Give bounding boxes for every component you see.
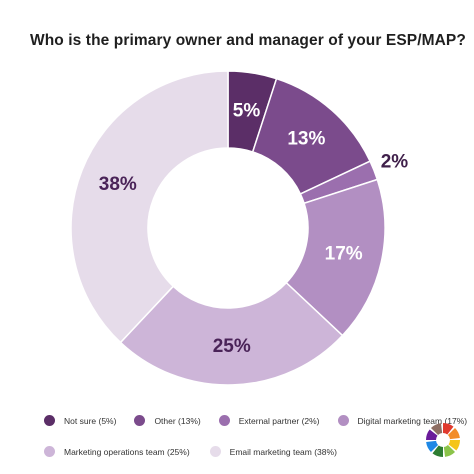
logo-segment: [426, 440, 439, 453]
logo-segment: [443, 444, 456, 457]
legend-row-1: Not sure (5%) Other (13%) External partn…: [44, 415, 467, 426]
legend-item-digital-marketing-team: Digital marketing team (17%): [337, 415, 468, 426]
slice-label-digital-marketing-team: 17%: [325, 243, 363, 264]
slice-label-external-partner: 2%: [381, 152, 409, 173]
logo-segment: [430, 423, 443, 436]
slice-label-not-sure: 5%: [233, 100, 261, 121]
legend-swatch: [218, 415, 230, 426]
legend-item-marketing-operations-team: Marketing operations team (25%): [44, 446, 190, 457]
legend-swatch: [337, 415, 349, 426]
legend-label: Not sure (5%): [64, 415, 117, 426]
colorwheel-logo-icon: [426, 423, 460, 457]
slice-marketing-operations-team: [119, 281, 344, 386]
legend-label: Email marketing team (38%): [229, 446, 337, 457]
legend-swatch: [44, 446, 55, 457]
chart-title: Who is the primary owner and manager of …: [30, 32, 466, 49]
logo-segment: [448, 440, 460, 451]
legend-label: Digital marketing team (17%): [357, 415, 468, 426]
legend-row-2: Marketing operations team (25%) Email ma…: [44, 446, 464, 457]
legend-item-external-partner: External partner (2%): [218, 415, 320, 426]
legend-swatch: [209, 446, 221, 457]
logo-segment: [447, 427, 460, 440]
logo-segment: [443, 423, 454, 435]
legend-swatch: [44, 415, 55, 426]
legend-item-other: Other (13%): [134, 415, 201, 426]
slice-label-marketing-operations-team: 25%: [213, 336, 251, 357]
legend-swatch: [134, 415, 146, 426]
slice-label-other: 13%: [287, 129, 325, 150]
logo-segment: [426, 429, 438, 440]
legend-label: Other (13%): [154, 415, 201, 426]
legend-label: Marketing operations team (25%): [64, 446, 190, 457]
legend-label: External partner (2%): [238, 415, 320, 426]
slice-digital-marketing-team: [285, 178, 386, 337]
logo-segment: [432, 445, 443, 457]
legend-item-not-sure: Not sure (5%): [44, 415, 116, 426]
legend-item-email-marketing-team: Email marketing team (38%): [209, 446, 337, 457]
slice-email-marketing-team: [70, 70, 229, 344]
slice-label-email-marketing-team: 38%: [99, 174, 137, 195]
